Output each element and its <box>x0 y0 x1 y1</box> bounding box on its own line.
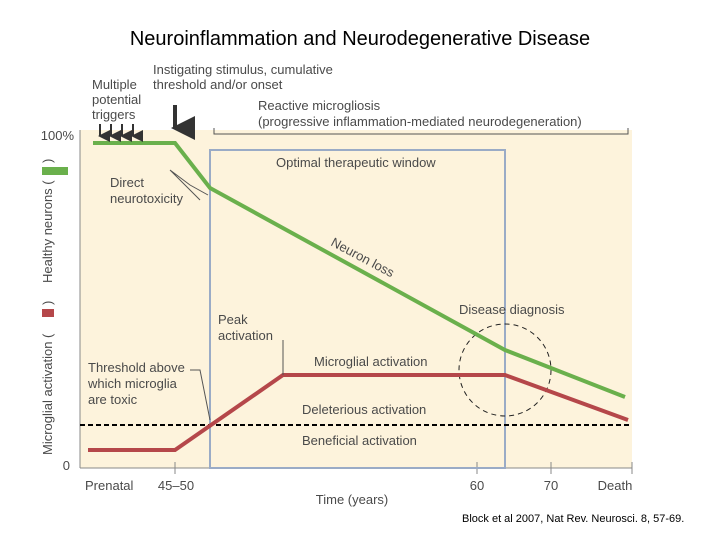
x-tick-label: 60 <box>470 478 484 493</box>
title: Neuroinflammation and Neurodegenerative … <box>130 28 590 50</box>
x-axis-title: Time (years) <box>316 492 388 507</box>
x-ticks <box>174 462 633 474</box>
citation: Block et al 2007, Nat Rev. Neurosci. 8, … <box>462 513 684 525</box>
annotation: potential <box>92 92 141 107</box>
y-bottom-label: 0 <box>63 458 70 473</box>
y-label: Microglial activation ( <box>40 333 55 455</box>
y-label: ) <box>40 159 55 163</box>
therapeutic-window <box>209 149 506 469</box>
y-label: ) <box>40 301 55 305</box>
x-tick-label: 45–50 <box>158 478 194 493</box>
annotation: Instigating stimulus, cumulative <box>153 62 333 77</box>
annotation: triggers <box>92 107 136 122</box>
annotation: activation <box>218 328 273 343</box>
x-tick-label: Death <box>598 478 633 493</box>
y-axis-title: Microglial activation ( ) Healthy neuron… <box>40 159 68 455</box>
legend-swatch <box>42 309 54 317</box>
legend-swatch <box>42 167 68 175</box>
x-tick-label: 70 <box>544 478 558 493</box>
annotation: neurotoxicity <box>110 191 183 206</box>
y-top-label: 100% <box>41 128 75 143</box>
microgliosis-bracket <box>213 128 629 135</box>
annotation: threshold and/or onset <box>153 77 283 92</box>
annotation: are toxic <box>88 392 138 407</box>
annotation: (progressive inflammation-mediated neuro… <box>258 114 582 129</box>
threshold-pointer <box>190 369 211 421</box>
plot-area <box>80 130 632 468</box>
annotation: Threshold above <box>88 360 185 375</box>
neurotoxicity-pointer <box>169 169 209 201</box>
annotation: which microglia <box>87 376 178 391</box>
annotation: Direct <box>110 175 144 190</box>
annotation: Disease diagnosis <box>459 302 565 317</box>
annotation: Deleterious activation <box>302 402 426 417</box>
annotation: Peak <box>218 312 248 327</box>
annotation: Multiple <box>92 77 137 92</box>
annotation: Beneficial activation <box>302 433 417 448</box>
annotation: Optimal therapeutic window <box>276 155 436 170</box>
annotation: Microglial activation <box>314 354 427 369</box>
y-label: Healthy neurons ( <box>40 180 55 283</box>
annotation: Reactive microgliosis <box>258 98 381 113</box>
trigger-arrows <box>98 124 143 142</box>
x-tick-label: Prenatal <box>85 478 134 493</box>
neuron-line <box>93 141 626 399</box>
